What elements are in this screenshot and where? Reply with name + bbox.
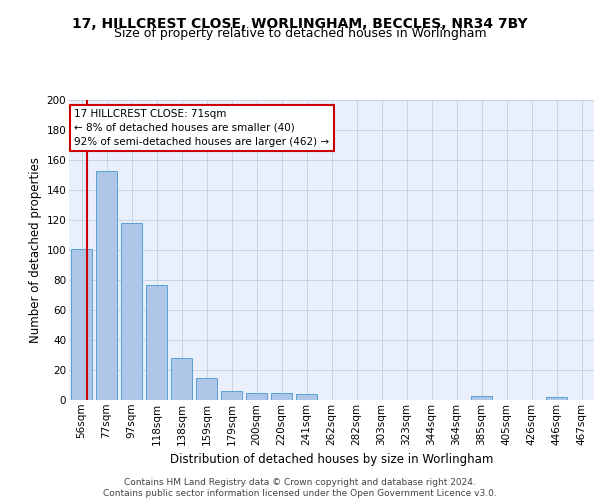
Bar <box>546 397 567 400</box>
X-axis label: Distribution of detached houses by size in Worlingham: Distribution of detached houses by size … <box>170 453 493 466</box>
Bar <box>121 223 142 400</box>
Y-axis label: Number of detached properties: Number of detached properties <box>29 157 43 343</box>
Bar <box>246 392 267 400</box>
Bar <box>196 378 217 400</box>
Bar <box>146 284 167 400</box>
Bar <box>271 392 292 400</box>
Bar <box>71 248 92 400</box>
Bar <box>96 170 117 400</box>
Bar <box>296 394 317 400</box>
Bar <box>471 396 492 400</box>
Bar <box>221 391 242 400</box>
Text: 17 HILLCREST CLOSE: 71sqm
← 8% of detached houses are smaller (40)
92% of semi-d: 17 HILLCREST CLOSE: 71sqm ← 8% of detach… <box>74 109 329 147</box>
Bar <box>171 358 192 400</box>
Text: 17, HILLCREST CLOSE, WORLINGHAM, BECCLES, NR34 7BY: 17, HILLCREST CLOSE, WORLINGHAM, BECCLES… <box>72 18 528 32</box>
Text: Size of property relative to detached houses in Worlingham: Size of property relative to detached ho… <box>113 28 487 40</box>
Text: Contains HM Land Registry data © Crown copyright and database right 2024.
Contai: Contains HM Land Registry data © Crown c… <box>103 478 497 498</box>
